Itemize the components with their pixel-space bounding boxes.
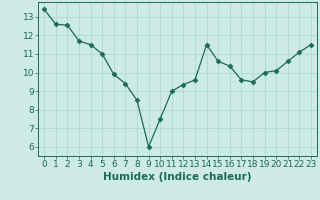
- X-axis label: Humidex (Indice chaleur): Humidex (Indice chaleur): [103, 172, 252, 182]
